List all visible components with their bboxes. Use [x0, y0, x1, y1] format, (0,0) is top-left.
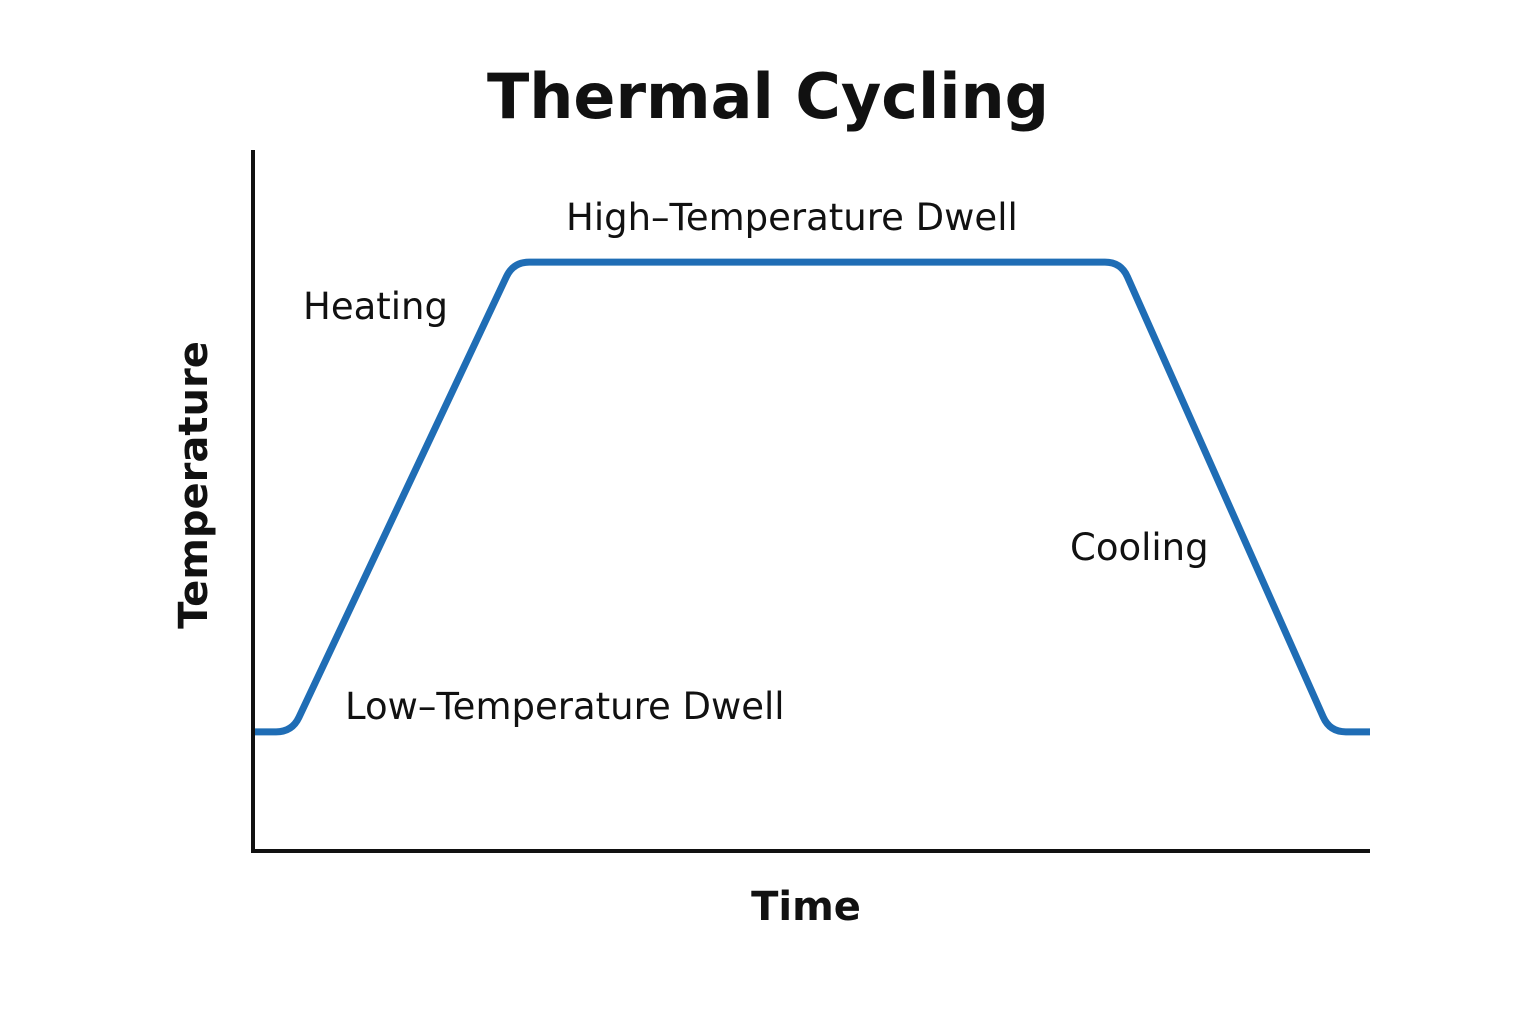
high-temperature-dwell-label: High–Temperature Dwell	[566, 196, 1018, 239]
low-temperature-dwell-label: Low–Temperature Dwell	[345, 685, 785, 728]
temperature-profile-line	[253, 258, 1370, 736]
heating-label: Heating	[303, 285, 448, 328]
y-axis-label: Temperature	[171, 341, 217, 629]
x-axis-label: Time	[751, 884, 861, 930]
chart-title: Thermal Cycling	[487, 60, 1049, 133]
cooling-label: Cooling	[1070, 526, 1209, 569]
